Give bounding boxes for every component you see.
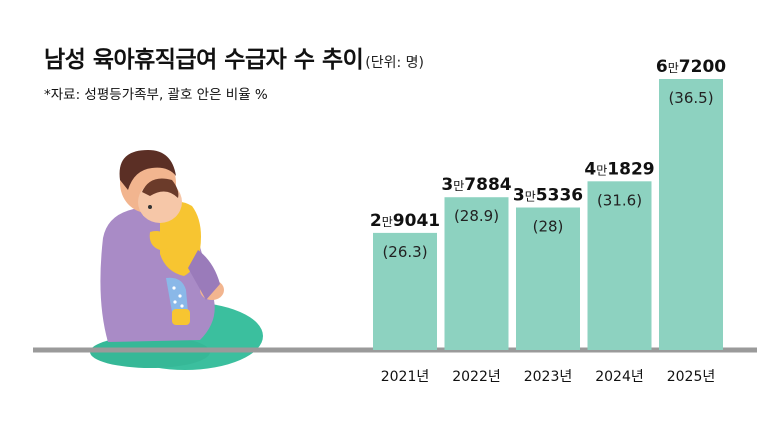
baby-eye [148,205,152,209]
category-label: 2021년 [381,369,430,385]
unit-label: (단위: 명) [365,55,425,71]
chart-title-group: 남성 육아휴직급여 수급자 수 추이 (단위: 명) [44,40,424,74]
baby-hair [142,178,179,198]
value-label: 6만7200 [656,57,726,77]
ratio-label: (28) [533,217,564,235]
value-label: 2만9041 [370,211,440,231]
father-hair [119,150,176,190]
source-note: *자료: 성평등가족부, 괄호 안은 비율 % [44,87,268,103]
ratio-label: (28.9) [454,207,499,225]
bar-2021년 [373,232,437,350]
bar-2025년 [659,79,723,350]
bar-2022년 [444,197,509,350]
bar-2023년 [516,207,580,350]
baby-sock [172,309,190,325]
value-label: 3만5336 [513,185,583,205]
chart-title: 남성 육아휴직급여 수급자 수 추이 [44,47,364,73]
category-label: 2022년 [452,369,501,385]
value-label: 3만7884 [441,175,511,195]
category-label: 2024년 [595,369,644,385]
category-label: 2023년 [524,369,573,385]
ratio-label: (26.3) [382,243,427,261]
father-sleeve [188,250,220,300]
bar-2024년 [587,181,652,350]
baby-arm [149,231,174,250]
value-label: 4만1829 [584,159,654,179]
ratio-label: (31.6) [597,191,642,209]
category-label: 2025년 [667,369,716,385]
ratio-label: (36.5) [668,89,713,107]
